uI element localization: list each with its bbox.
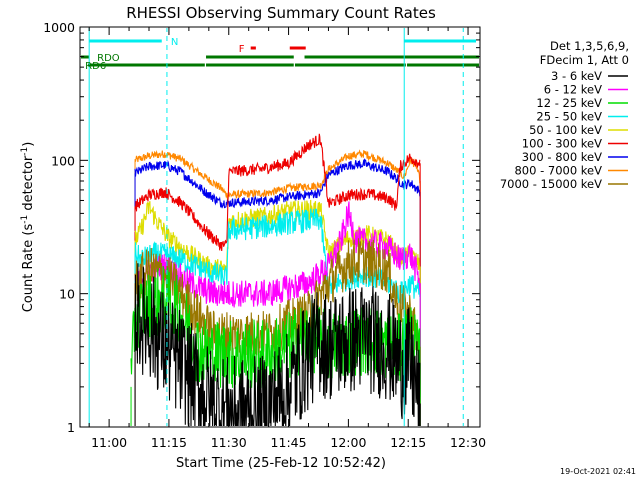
legend-label: 100 - 300 keV bbox=[522, 137, 602, 151]
series-line-50-100-keV bbox=[134, 199, 421, 279]
y-axis-label: Count Rate (s-1 detector-1) bbox=[20, 142, 36, 313]
legend-label: 12 - 25 keV bbox=[536, 96, 602, 110]
chart-title: RHESSI Observing Summary Count Rates bbox=[126, 4, 436, 22]
y-tick-label: 10 bbox=[59, 287, 75, 302]
observing-timeline bbox=[81, 28, 479, 426]
x-tick-label: 11:00 bbox=[91, 435, 127, 450]
x-tick-label: 12:30 bbox=[450, 435, 486, 450]
legend-label: 300 - 800 keV bbox=[522, 150, 602, 164]
legend-label: 3 - 6 keV bbox=[551, 69, 602, 83]
legend-header-line2: FDecim 1, Att 0 bbox=[540, 53, 629, 67]
x-axis-label: Start Time (25-Feb-12 10:52:42) bbox=[176, 456, 386, 471]
x-tick-label: 11:45 bbox=[271, 435, 307, 450]
series-line-3-6-keV bbox=[134, 263, 421, 426]
y-tick-label: 100 bbox=[51, 153, 75, 168]
series-line-300-800-keV bbox=[134, 158, 421, 209]
legend-label: 800 - 7000 keV bbox=[514, 164, 602, 178]
legend-label: 6 - 12 keV bbox=[544, 83, 602, 97]
x-tick-label: 11:30 bbox=[211, 435, 247, 450]
series-line-800-7000-keV bbox=[134, 149, 421, 201]
timeline-label-f: F bbox=[239, 44, 245, 55]
legend-header-line1: Det 1,3,5,6,9, bbox=[550, 39, 629, 53]
legend: Det 1,3,5,6,9, FDecim 1, Att 0 3 - 6 keV… bbox=[500, 39, 629, 191]
timeline-label-rd6: RD6 bbox=[85, 61, 106, 72]
plot-frame bbox=[79, 26, 481, 428]
y-tick-label: 1000 bbox=[43, 20, 75, 35]
series-line-100-300-keV bbox=[134, 133, 421, 252]
generation-timestamp: 19-Oct-2021 02:41 bbox=[560, 467, 636, 476]
y-tick-label: 1 bbox=[67, 420, 75, 435]
legend-label: 25 - 50 keV bbox=[536, 110, 602, 124]
timeline-label-rdo: RDO bbox=[97, 53, 120, 64]
x-tick-label: 11:15 bbox=[151, 435, 187, 450]
legend-label: 50 - 100 keV bbox=[529, 123, 602, 137]
x-tick-label: 12:00 bbox=[330, 435, 366, 450]
x-tick-label: 12:15 bbox=[390, 435, 426, 450]
timeline-label-n: N bbox=[171, 37, 178, 48]
legend-label: 7000 - 15000 keV bbox=[500, 177, 602, 191]
